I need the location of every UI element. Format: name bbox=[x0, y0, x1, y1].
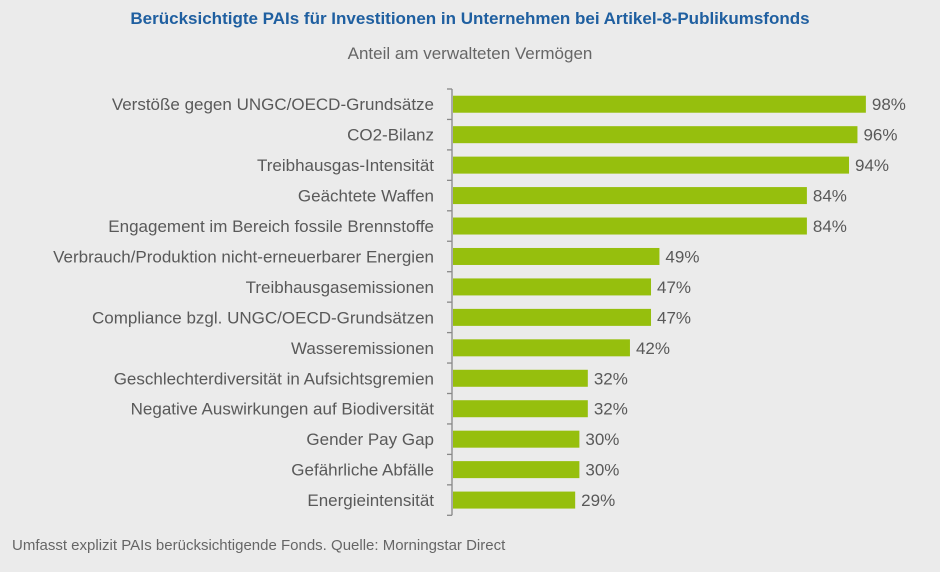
data-label: 32% bbox=[594, 400, 628, 419]
category-label: Treibhausgas-Intensität bbox=[257, 156, 434, 175]
bar bbox=[453, 339, 630, 357]
bar bbox=[453, 247, 660, 265]
category-label: Gefährliche Abfälle bbox=[291, 461, 434, 480]
category-label: Geschlechterdiversität in Aufsichtsgremi… bbox=[114, 369, 434, 388]
bar bbox=[453, 369, 588, 387]
bar bbox=[453, 156, 850, 174]
data-label: 47% bbox=[657, 308, 691, 327]
bar bbox=[453, 217, 807, 235]
bar bbox=[453, 95, 866, 113]
chart-subtitle: Anteil am verwalteten Vermögen bbox=[347, 44, 593, 63]
bar bbox=[453, 400, 588, 418]
category-label: Wasseremissionen bbox=[291, 339, 434, 358]
category-label: Compliance bzgl. UNGC/OECD-Grundsätzen bbox=[92, 308, 434, 327]
category-label: Verbrauch/Produktion nicht-erneuerbarer … bbox=[53, 247, 434, 266]
data-label: 49% bbox=[665, 247, 699, 266]
data-label: 29% bbox=[581, 491, 615, 510]
data-label: 47% bbox=[657, 278, 691, 297]
data-label: 94% bbox=[855, 156, 889, 175]
category-label: Gender Pay Gap bbox=[306, 430, 434, 449]
category-label: Negative Auswirkungen auf Biodiversität bbox=[131, 400, 435, 419]
category-label: Geächtete Waffen bbox=[298, 187, 434, 206]
bar bbox=[453, 461, 580, 479]
chart-title: Berücksichtigte PAIs für Investitionen i… bbox=[130, 9, 810, 28]
category-label: Treibhausgasemissionen bbox=[246, 278, 434, 297]
category-label: Verstöße gegen UNGC/OECD-Grundsätze bbox=[112, 95, 434, 114]
bar bbox=[453, 278, 652, 296]
bar bbox=[453, 430, 580, 448]
footnote: Umfasst explizit PAIs berücksichtigende … bbox=[12, 537, 506, 554]
category-label: Energieintensität bbox=[307, 491, 434, 510]
category-label: Engagement im Bereich fossile Brennstoff… bbox=[108, 217, 434, 236]
data-label: 98% bbox=[872, 95, 906, 114]
data-label: 30% bbox=[585, 461, 619, 480]
data-label: 32% bbox=[594, 369, 628, 388]
category-label: CO2-Bilanz bbox=[347, 126, 434, 145]
bar bbox=[453, 491, 576, 509]
bar bbox=[453, 308, 652, 326]
data-label: 96% bbox=[863, 126, 897, 145]
data-label: 42% bbox=[636, 339, 670, 358]
bar bbox=[453, 126, 858, 144]
data-label: 84% bbox=[813, 187, 847, 206]
data-label: 30% bbox=[585, 430, 619, 449]
bar bbox=[453, 187, 807, 205]
data-label: 84% bbox=[813, 217, 847, 236]
